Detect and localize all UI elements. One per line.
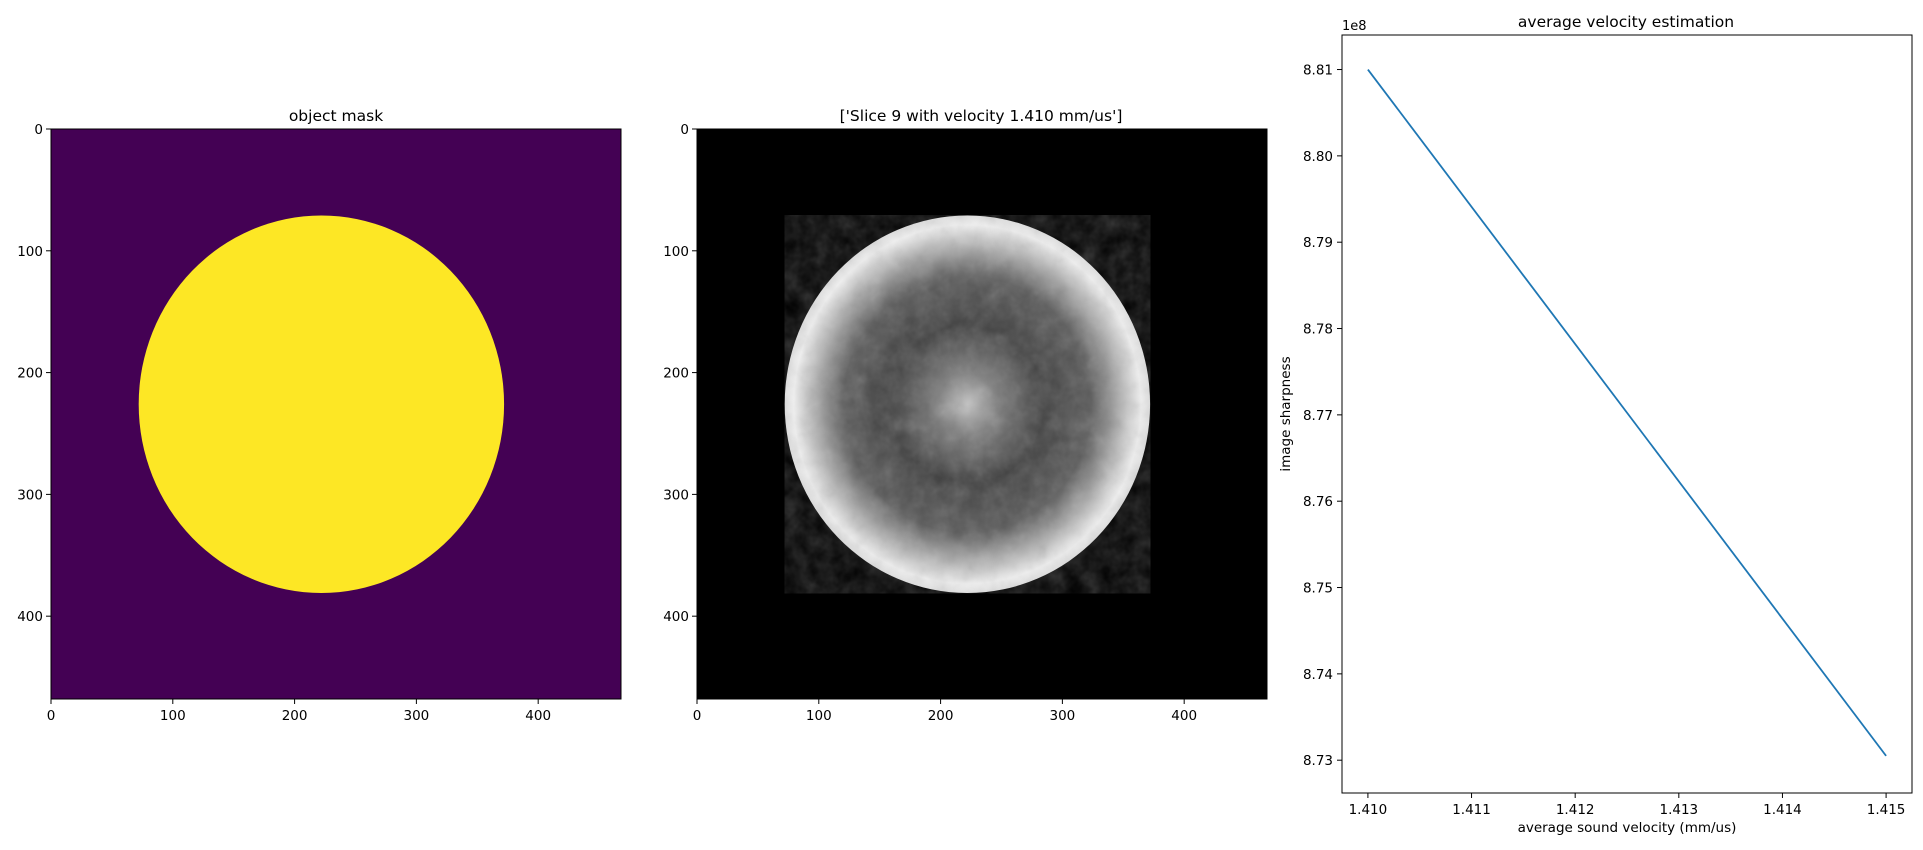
x-tick-label: 1.411 xyxy=(1452,802,1491,818)
panel2-x-tick-label: 100 xyxy=(806,708,832,724)
velocity-estimation-panel: average velocity estimation 1e8 1.410 1.4… xyxy=(1278,13,1913,836)
y-tick-label: 8.80 xyxy=(1303,149,1333,165)
x-tick-label: 1.412 xyxy=(1556,802,1595,818)
panel1-y-ticks: 0 100 200 300 400 xyxy=(17,122,51,625)
y-tick-label: 8.77 xyxy=(1303,408,1333,424)
series-group xyxy=(1367,68,1887,757)
panel1-y-tick-label: 200 xyxy=(17,366,43,382)
panel3-x-ticks: 1.410 1.411 1.412 1.413 1.414 1.415 xyxy=(1349,793,1906,818)
y-offset-label: 1e8 xyxy=(1342,19,1367,34)
x-tick-label: 1.415 xyxy=(1867,802,1906,818)
mask-ellipse xyxy=(138,215,505,594)
panel2-y-ticks: 0 100 200 300 400 xyxy=(663,122,697,625)
panel1-x-tick-label: 100 xyxy=(160,708,186,724)
panel3-frame xyxy=(1341,34,1913,794)
panel1-x-tick-label: 0 xyxy=(47,708,56,724)
x-axis-label: average sound velocity (mm/us) xyxy=(1518,820,1737,836)
x-tick-label: 1.414 xyxy=(1763,802,1802,818)
panel2-x-tick-label: 400 xyxy=(1171,708,1197,724)
panel2-title: ['Slice 9 with velocity 1.410 mm/us'] xyxy=(840,107,1123,125)
y-tick-label: 8.78 xyxy=(1303,322,1333,338)
slice-image-panel: ['Slice 9 with velocity 1.410 mm/us'] 0 1… xyxy=(663,107,1268,724)
panel3-title: average velocity estimation xyxy=(1518,13,1734,31)
panel2-frame xyxy=(696,128,1268,700)
panel1-x-tick-label: 200 xyxy=(282,708,308,724)
panel2-x-tick-label: 300 xyxy=(1049,708,1075,724)
y-axis-label: image sharpness xyxy=(1278,356,1294,471)
panel1-y-tick-label: 300 xyxy=(17,487,43,503)
x-tick-label: 1.413 xyxy=(1659,802,1698,818)
panel2-x-tick-label: 0 xyxy=(693,708,702,724)
panel1-y-tick-label: 400 xyxy=(17,609,43,625)
y-tick-label: 8.81 xyxy=(1303,63,1333,79)
panel1-x-tick-label: 400 xyxy=(525,708,551,724)
panel1-frame xyxy=(50,128,622,700)
panel1-x-tick-label: 300 xyxy=(403,708,429,724)
y-tick-label: 8.74 xyxy=(1303,667,1333,683)
panel3-y-ticks: 8.73 8.74 8.75 8.76 8.77 8.78 8.79 8.80 8.81 xyxy=(1303,63,1342,769)
panel1-y-tick-label: 100 xyxy=(17,244,43,260)
y-tick-label: 8.75 xyxy=(1303,581,1333,597)
series-line xyxy=(1367,68,1887,757)
y-tick-label: 8.73 xyxy=(1303,753,1333,769)
panel1-y-tick-label: 0 xyxy=(34,122,43,138)
y-tick-label: 8.76 xyxy=(1303,494,1333,510)
panel2-x-tick-label: 200 xyxy=(928,708,954,724)
panel2-y-tick-label: 100 xyxy=(663,244,689,260)
y-tick-label: 8.79 xyxy=(1303,235,1333,251)
panel2-y-tick-label: 200 xyxy=(663,366,689,382)
slice-texture xyxy=(784,215,1151,594)
panel2-x-ticks: 0 100 200 300 400 xyxy=(693,699,1197,724)
object-mask-panel: object mask 0 100 200 300 400 0 100 200 300 400 xyxy=(17,107,622,724)
panel2-y-tick-label: 400 xyxy=(663,609,689,625)
panel2-y-tick-label: 0 xyxy=(680,122,689,138)
panel1-x-ticks: 0 100 200 300 400 xyxy=(47,699,551,724)
x-tick-label: 1.410 xyxy=(1349,802,1388,818)
panel2-y-tick-label: 300 xyxy=(663,487,689,503)
panel1-title: object mask xyxy=(289,107,383,125)
